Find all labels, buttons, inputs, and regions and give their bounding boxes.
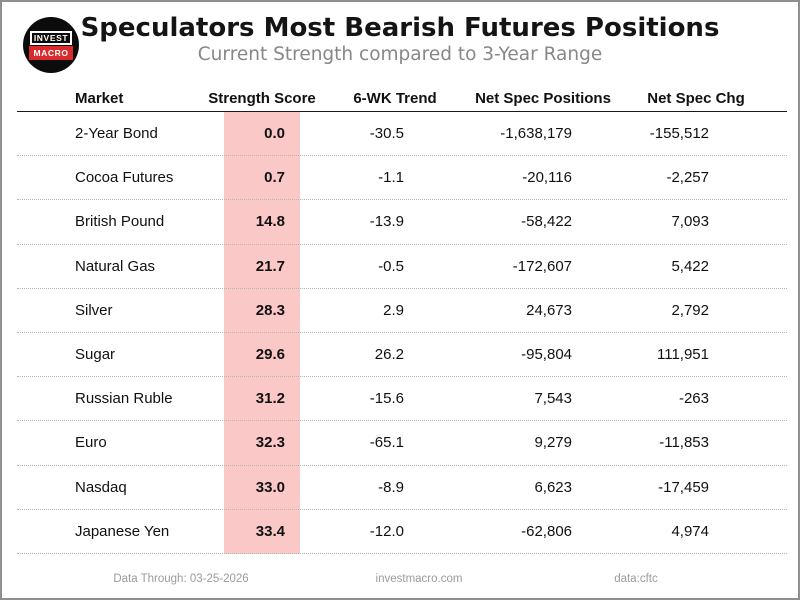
cell-net-spec-positions: -95,804 (521, 346, 572, 364)
table-row: Nasdaq 33.0 -8.9 6,623 -17,459 (17, 466, 787, 510)
strength-score-highlight-band (224, 112, 300, 554)
cell-market: Natural Gas (75, 257, 156, 275)
cell-net-spec-positions: -1,638,179 (500, 125, 572, 143)
cell-net-spec-chg: -155,512 (649, 125, 709, 143)
cell-market: Cocoa Futures (75, 169, 174, 187)
cell-net-spec-positions: 7,543 (534, 390, 572, 408)
cell-market: Sugar (75, 346, 116, 364)
cell-strength-score: 28.3 (255, 301, 285, 319)
table-header-row: Market Strength Score 6-WK Trend Net Spe… (17, 87, 787, 112)
cell-market: 2-Year Bond (75, 125, 158, 143)
page-subtitle: Current Strength compared to 3-Year Rang… (197, 44, 603, 65)
footer-site: investmacro.com (375, 573, 463, 585)
table-row: Russian Ruble 31.2 -15.6 7,543 -263 (17, 377, 787, 422)
cell-net-spec-positions: -172,607 (512, 257, 572, 275)
cell-strength-score: 33.4 (255, 522, 285, 540)
cell-market: Japanese Yen (75, 522, 170, 540)
table-row: 2-Year Bond 0.0 -30.5 -1,638,179 -155,51… (17, 112, 787, 157)
cell-strength-score: 32.3 (255, 434, 285, 452)
cell-6wk-trend: -12.0 (369, 522, 404, 540)
cell-market: Nasdaq (75, 478, 127, 496)
cell-6wk-trend: -8.9 (378, 478, 404, 496)
table-row: Euro 32.3 -65.1 9,279 -11,853 (17, 421, 787, 466)
cell-net-spec-chg: -11,853 (659, 434, 709, 452)
cell-6wk-trend: -30.5 (369, 125, 404, 143)
column-header-net-spec-positions: Net Spec Positions (475, 90, 611, 107)
cell-market: Silver (75, 301, 113, 319)
cell-6wk-trend: -0.5 (378, 257, 404, 275)
cell-6wk-trend: -15.6 (369, 390, 404, 408)
cell-net-spec-chg: -2,257 (666, 169, 709, 187)
cell-6wk-trend: -1.1 (378, 169, 404, 187)
investmacro-logo: INVEST MACRO (23, 17, 79, 73)
cell-6wk-trend: -65.1 (369, 434, 404, 452)
cell-net-spec-chg: -263 (678, 390, 709, 408)
column-header-market: Market (75, 90, 124, 107)
positions-table: Market Strength Score 6-WK Trend Net Spe… (17, 87, 787, 554)
cell-market: British Pound (75, 213, 165, 231)
logo-invest-text: INVEST (29, 30, 73, 45)
cell-net-spec-positions: -62,806 (521, 522, 572, 540)
cell-net-spec-positions: 9,279 (534, 434, 572, 452)
cell-strength-score: 0.0 (264, 125, 285, 143)
cell-net-spec-chg: 4,974 (671, 522, 709, 540)
column-header-6wk-trend: 6-WK Trend (353, 90, 437, 107)
cell-market: Euro (75, 434, 107, 452)
cell-net-spec-chg: 111,951 (657, 346, 709, 364)
table-row: British Pound 14.8 -13.9 -58,422 7,093 (17, 200, 787, 245)
cell-strength-score: 29.6 (255, 346, 285, 364)
cell-strength-score: 14.8 (255, 213, 285, 231)
cell-net-spec-chg: -17,459 (658, 478, 709, 496)
cell-strength-score: 21.7 (255, 257, 285, 275)
cell-6wk-trend: 2.9 (383, 301, 404, 319)
cell-net-spec-positions: -20,116 (522, 169, 572, 187)
column-header-strength-score: Strength Score (208, 90, 316, 107)
table-row: Japanese Yen 33.4 -12.0 -62,806 4,974 (17, 510, 787, 554)
cell-6wk-trend: 26.2 (374, 346, 404, 364)
cell-net-spec-positions: 6,623 (534, 478, 572, 496)
cell-strength-score: 33.0 (255, 478, 285, 496)
cell-net-spec-chg: 5,422 (671, 257, 709, 275)
cell-6wk-trend: -13.9 (369, 213, 404, 231)
table-row: Natural Gas 21.7 -0.5 -172,607 5,422 (17, 245, 787, 289)
table-row: Silver 28.3 2.9 24,673 2,792 (17, 289, 787, 333)
cell-strength-score: 0.7 (264, 169, 285, 187)
table-body: 2-Year Bond 0.0 -30.5 -1,638,179 -155,51… (17, 112, 787, 554)
footer-data-source: data:cftc (614, 573, 658, 585)
page-title: Speculators Most Bearish Futures Positio… (80, 13, 720, 43)
footer-data-through: Data Through: 03-25-2026 (113, 573, 249, 585)
cell-net-spec-positions: 24,673 (526, 301, 572, 319)
cell-net-spec-chg: 7,093 (671, 213, 709, 231)
logo-macro-text: MACRO (29, 45, 73, 60)
footer: Data Through: 03-25-2026 investmacro.com… (2, 573, 798, 589)
cell-net-spec-chg: 2,792 (671, 301, 709, 319)
table-row: Sugar 29.6 26.2 -95,804 111,951 (17, 333, 787, 378)
cell-net-spec-positions: -58,422 (521, 213, 572, 231)
cell-market: Russian Ruble (75, 390, 173, 408)
column-header-net-spec-chg: Net Spec Chg (647, 90, 745, 107)
table-row: Cocoa Futures 0.7 -1.1 -20,116 -2,257 (17, 156, 787, 201)
cell-strength-score: 31.2 (255, 390, 285, 408)
